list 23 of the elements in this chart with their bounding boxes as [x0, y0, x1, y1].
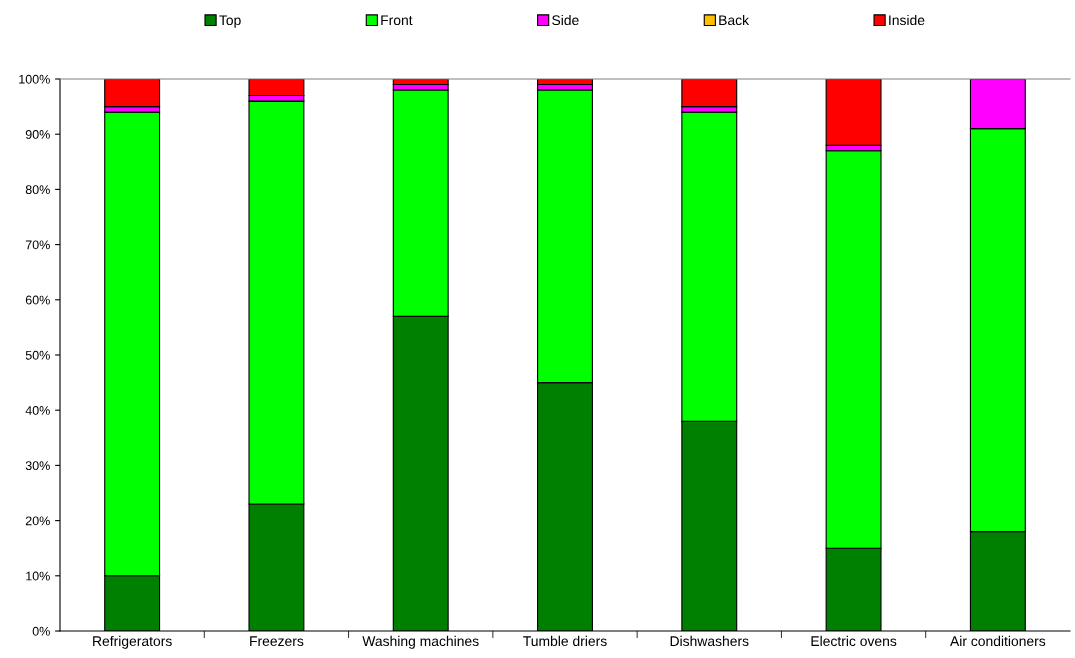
y-tick-label: 30% — [25, 461, 50, 471]
y-tick-label: 50% — [25, 350, 50, 360]
legend-label: Front — [381, 15, 413, 26]
legend-label: Inside — [889, 14, 925, 26]
legend-label: Top — [219, 15, 241, 28]
y-tick-label: 10% — [26, 571, 50, 581]
x-tick-label: Air conditioners — [950, 635, 1046, 647]
y-tick-label: 80% — [25, 185, 50, 195]
x-tick-label: Dishwashers — [670, 635, 749, 647]
x-tick-label: Tumble driers — [523, 635, 607, 647]
y-tick-label: 90% — [25, 130, 50, 139]
x-tick-label: Electric ovens — [811, 635, 897, 647]
legend-label: Side — [552, 14, 579, 26]
x-tick-label: Refrigerators — [93, 635, 172, 649]
x-tick-label: Washing machines — [362, 635, 479, 649]
y-tick-label: 100% — [19, 74, 50, 84]
y-tick-label: 20% — [25, 516, 50, 526]
y-tick-label: 40% — [25, 406, 50, 415]
x-tick-label: Freezers — [250, 636, 304, 647]
y-tick-label: 0% — [32, 626, 50, 636]
legend-label: Back — [719, 14, 750, 26]
y-tick-label: 70% — [25, 240, 50, 250]
y-tick-label: 60% — [25, 295, 50, 305]
